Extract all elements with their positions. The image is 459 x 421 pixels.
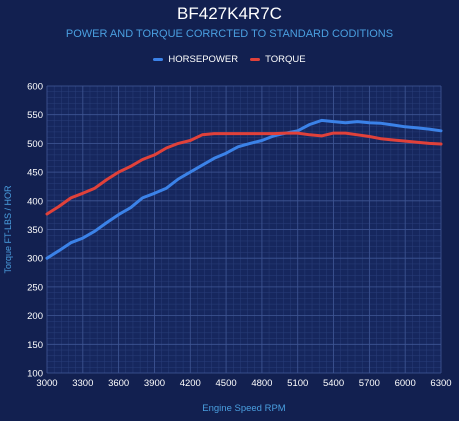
x-tick-label: 5700: [359, 378, 380, 389]
y-tick-label: 500: [27, 139, 43, 150]
legend-swatch-torque: [250, 58, 261, 61]
legend-swatch-horsepower: [153, 58, 164, 61]
x-tick-label: 3300: [72, 378, 93, 389]
y-tick-label: 250: [27, 282, 43, 293]
x-tick-label: 3600: [108, 378, 129, 389]
x-axis-title: Engine Speed RPM: [202, 403, 286, 414]
y-tick-label: 450: [27, 168, 43, 179]
y-tick-label: 300: [27, 254, 43, 265]
x-tick-label: 4500: [216, 378, 237, 389]
y-tick-label: 400: [27, 196, 43, 207]
y-tick-label: 350: [27, 225, 43, 236]
series-line-torque: [45, 131, 443, 216]
x-tick-label: 3000: [36, 378, 57, 389]
legend-item-horsepower[interactable]: HORSEPOWER: [153, 54, 238, 65]
x-tick-label: 6300: [430, 378, 451, 389]
chart-subtitle: POWER AND TORQUE CORRCTED TO STANDARD CO…: [65, 28, 394, 40]
y-tick-label: 200: [27, 311, 43, 322]
x-tick-label: 4800: [251, 378, 272, 389]
x-tick-label: 3900: [144, 378, 165, 389]
x-tick-label: 5400: [323, 378, 344, 389]
legend-label-horsepower: HORSEPOWER: [168, 54, 239, 65]
series-line-horsepower: [45, 118, 443, 260]
y-tick-label: 550: [27, 110, 43, 121]
x-tick-label: 6000: [395, 378, 416, 389]
chart-title: BF427K4R7C: [177, 4, 282, 23]
y-tick-label: 100: [27, 369, 43, 380]
x-tick-label: 5100: [287, 378, 308, 389]
y-tick-label: 150: [27, 340, 43, 351]
legend-label-torque: TORQUE: [265, 54, 306, 65]
chart-legend: HORSEPOWER TORQUE: [0, 54, 459, 65]
y-tick-label: 600: [27, 82, 43, 93]
legend-item-torque[interactable]: TORQUE: [250, 54, 306, 65]
y-axis-title: Torque FT-LBS / HOR: [3, 185, 13, 274]
x-tick-label: 4200: [180, 378, 201, 389]
